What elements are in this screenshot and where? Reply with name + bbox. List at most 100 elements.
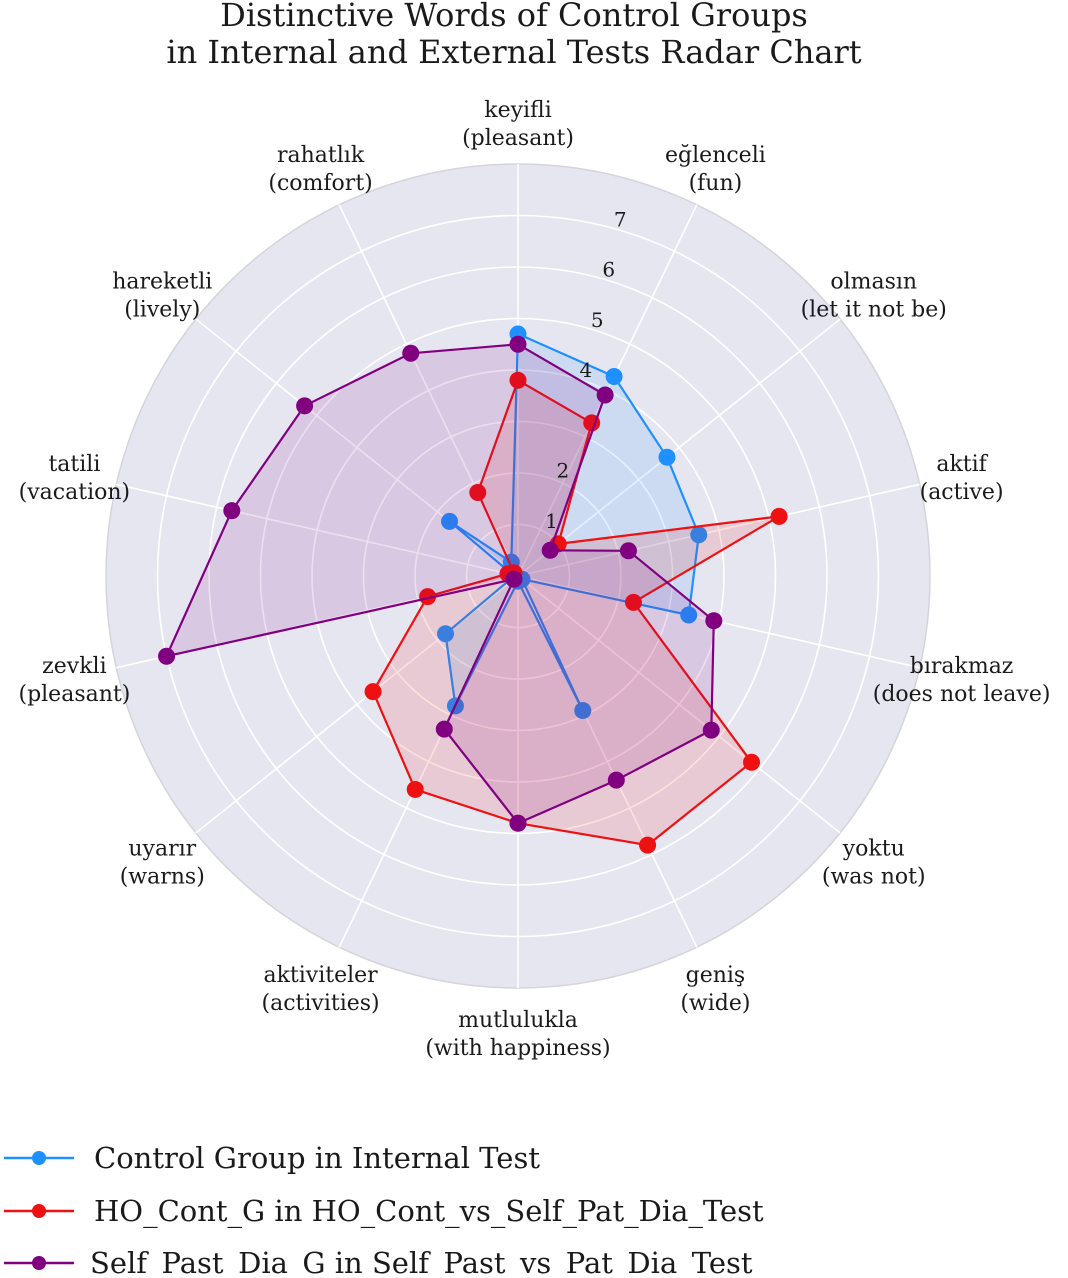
- data-point: [743, 753, 761, 771]
- legend-entry: HO_Cont_G in HO_Cont_vs_Self_Pat_Dia_Tes…: [4, 1194, 764, 1229]
- data-point: [619, 542, 637, 560]
- data-point: [441, 512, 459, 530]
- radial-tick-label: 7: [614, 208, 627, 232]
- category-label: geniş (wide): [680, 963, 750, 1016]
- radar-series: [158, 325, 788, 854]
- radial-tick-label: 1: [545, 509, 558, 533]
- radial-tick-label: 5: [591, 308, 604, 332]
- category-word: yoktu: [842, 837, 905, 862]
- category-label: tatili (vacation): [19, 452, 130, 505]
- spoke-gridline: [116, 483, 519, 577]
- title-line-2: in Internal and External Tests Radar Cha…: [166, 33, 861, 71]
- category-word: aktif: [936, 452, 988, 477]
- data-point: [680, 606, 698, 624]
- radial-tick-label: 6: [602, 258, 615, 282]
- category-translation: (lively): [124, 297, 200, 322]
- legend-label: HO_Cont_G in HO_Cont_vs_Self_Pat_Dia_Tes…: [94, 1194, 764, 1229]
- data-point: [364, 683, 382, 701]
- legend-marker: [32, 1256, 46, 1270]
- category-word: eğlenceli: [665, 143, 766, 168]
- category-translation: (warns): [120, 865, 205, 890]
- legend-entry: Self_Past_Dia_G in Self_Past_vs_Pat_Dia_…: [4, 1246, 753, 1278]
- data-point: [505, 570, 523, 588]
- category-translation: (was not): [822, 865, 926, 890]
- category-label: mutlulukla (with happiness): [425, 1008, 610, 1061]
- legend-label: Control Group in Internal Test: [94, 1141, 540, 1175]
- category-word: mutlulukla: [458, 1008, 578, 1033]
- category-word: aktiviteler: [263, 963, 378, 988]
- category-translation: (wide): [680, 991, 750, 1016]
- category-translation: (with happiness): [425, 1036, 610, 1061]
- legend-entry: Control Group in Internal Test: [4, 1141, 540, 1175]
- spoke-gridline: [517, 575, 841, 834]
- category-word: bırakmaz: [910, 654, 1014, 679]
- data-point: [509, 371, 527, 389]
- category-translation: (activities): [262, 991, 380, 1016]
- data-point: [639, 836, 657, 854]
- category-word: tatili: [48, 452, 100, 477]
- category-word: olmasın: [830, 269, 917, 294]
- category-label: yoktu (was not): [822, 837, 926, 890]
- category-label: eğlenceli (fun): [665, 143, 766, 196]
- category-word: uyarır: [128, 837, 196, 862]
- category-label: olmasın (let it not be): [801, 269, 947, 322]
- data-point: [605, 367, 623, 385]
- category-translation: (pleasant): [462, 126, 574, 151]
- data-point: [705, 612, 723, 630]
- category-labels: keyifli (pleasant) eğlenceli (fun) olmasın (l…: [18, 98, 1050, 1061]
- category-translation: (fun): [689, 171, 743, 196]
- data-point: [624, 593, 642, 611]
- data-point: [509, 814, 527, 832]
- legend-marker: [32, 1204, 46, 1218]
- spoke-gridline: [338, 575, 519, 948]
- data-point: [419, 588, 437, 606]
- data-point: [435, 720, 453, 738]
- category-label: aktif (active): [920, 452, 1004, 505]
- category-label: uyarır (warns): [120, 837, 205, 890]
- category-word: zevkli: [42, 654, 106, 679]
- category-label: aktiviteler (activities): [262, 963, 380, 1016]
- category-word: keyifli: [484, 98, 552, 123]
- data-point: [509, 335, 527, 353]
- data-point: [596, 386, 614, 404]
- category-translation: (let it not be): [801, 297, 947, 322]
- category-label: keyifli (pleasant): [462, 98, 574, 151]
- legend-label: Self_Past_Dia_G in Self_Past_vs_Pat_Dia_…: [90, 1246, 753, 1278]
- category-translation: (vacation): [19, 480, 130, 505]
- category-label: hareketli (lively): [112, 269, 212, 322]
- chart-title: Distinctive Words of Control Groups in I…: [166, 0, 861, 71]
- legend: Control Group in Internal Test HO_Cont_G …: [4, 1141, 764, 1278]
- spoke-gridline: [517, 575, 698, 948]
- data-point: [406, 780, 424, 798]
- radial-tick-label: 4: [579, 358, 592, 382]
- title-line-1: Distinctive Words of Control Groups: [220, 0, 808, 34]
- radial-tick-labels: 1 2 4 5 6 7: [545, 208, 626, 533]
- data-point: [770, 507, 788, 525]
- legend-marker: [32, 1151, 46, 1165]
- radial-tick-label: 2: [557, 459, 570, 483]
- category-translation: (active): [920, 480, 1004, 505]
- series-3: [158, 335, 723, 832]
- data-point: [574, 702, 592, 720]
- category-label: zevkli (pleasant): [18, 654, 130, 707]
- data-point: [158, 647, 176, 665]
- data-point: [296, 397, 314, 415]
- category-translation: (pleasant): [18, 682, 130, 707]
- data-point: [402, 344, 420, 362]
- data-point: [437, 625, 455, 643]
- data-point: [607, 771, 625, 789]
- data-point: [469, 483, 487, 501]
- category-word: hareketli: [112, 269, 212, 294]
- category-label: rahatlık (comfort): [268, 143, 372, 196]
- data-point: [658, 448, 676, 466]
- category-translation: (does not leave): [873, 682, 1051, 707]
- data-point: [690, 526, 708, 544]
- spoke-gridline: [517, 318, 841, 577]
- data-point: [541, 541, 559, 559]
- data-point: [223, 502, 241, 520]
- category-label: bırakmaz (does not leave): [873, 654, 1051, 707]
- category-translation: (comfort): [268, 171, 372, 196]
- spoke-gridline: [517, 483, 920, 577]
- category-word: rahatlık: [277, 143, 365, 168]
